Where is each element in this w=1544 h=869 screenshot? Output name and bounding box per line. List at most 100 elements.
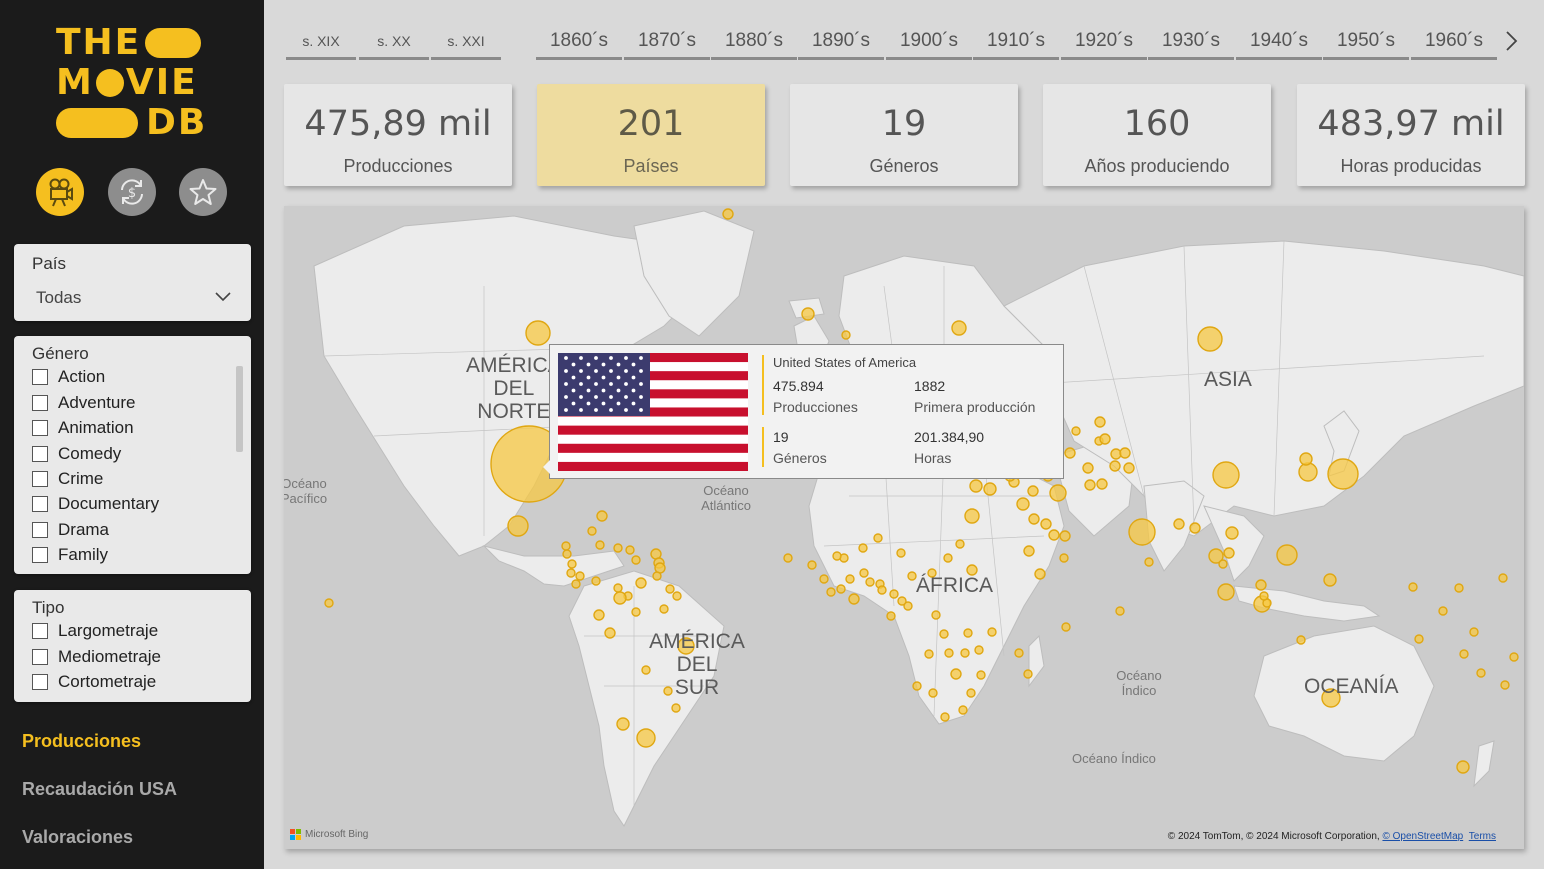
country-bubble[interactable] [613,583,623,593]
country-bubble[interactable] [595,540,605,550]
country-bubble[interactable] [801,307,815,321]
country-bubble[interactable] [966,688,976,698]
country-bubble[interactable] [819,574,829,584]
star-icon[interactable] [179,168,227,216]
checkbox[interactable] [32,446,48,462]
country-bubble[interactable] [1298,462,1318,482]
country-bubble[interactable] [1071,426,1081,436]
country-bubble[interactable] [659,604,669,614]
country-bubble[interactable] [927,568,937,578]
terms-link[interactable]: Terms [1468,831,1496,842]
country-bubble[interactable] [1217,583,1235,601]
country-bubble[interactable] [1327,458,1359,490]
kpi-card-productions[interactable]: 475,89 mil Producciones [284,84,512,186]
country-dropdown[interactable]: Todas [36,288,82,307]
country-bubble[interactable] [983,482,997,496]
checkbox[interactable] [32,674,48,690]
country-bubble[interactable] [593,609,605,621]
country-bubble[interactable] [1144,557,1154,567]
chevron-down-icon[interactable] [215,288,231,304]
country-bubble[interactable] [924,649,934,659]
country-bubble[interactable] [1189,522,1201,534]
checkbox[interactable] [32,649,48,665]
type-option-feature[interactable]: Largometraje [32,620,158,642]
decade-button[interactable]: 1910´s [973,26,1059,60]
country-bubble[interactable] [561,541,571,551]
country-bubble[interactable] [1498,573,1508,583]
dollar-refresh-icon[interactable]: $ [108,168,156,216]
country-bubble[interactable] [877,585,887,595]
decade-button[interactable]: 1940´s [1236,26,1322,60]
checkbox[interactable] [32,522,48,538]
type-option-short[interactable]: Cortometraje [32,671,156,693]
checkbox[interactable] [32,496,48,512]
country-bubble[interactable] [1321,688,1341,708]
country-bubble[interactable] [1459,649,1469,659]
country-bubble[interactable] [507,515,529,537]
country-bubble[interactable] [1082,462,1094,474]
country-bubble[interactable] [897,596,907,606]
country-bubble[interactable] [672,591,682,601]
country-bubble[interactable] [567,559,577,569]
country-bubble[interactable] [1061,622,1071,632]
country-bubble[interactable] [826,587,836,597]
country-bubble[interactable] [966,564,978,576]
country-bubble[interactable] [950,668,962,680]
country-bubble[interactable] [1023,669,1033,679]
century-button[interactable]: s. XX [359,26,429,60]
country-bubble[interactable] [1223,547,1235,559]
country-bubble[interactable] [1438,606,1448,616]
country-bubble[interactable] [960,648,970,658]
page-link-recaudacion[interactable]: Recaudación USA [22,779,178,799]
country-bubble[interactable] [1414,634,1424,644]
country-bubble[interactable] [1208,548,1224,564]
country-bubble[interactable] [1323,573,1337,587]
country-bubble[interactable] [1476,668,1486,678]
movie-camera-icon[interactable] [36,168,84,216]
country-bubble[interactable] [931,610,941,620]
country-bubble[interactable] [889,589,899,599]
genre-option-drama[interactable]: Drama [32,519,109,541]
country-bubble[interactable] [1016,497,1030,511]
country-bubble[interactable] [631,607,641,617]
country-bubble[interactable] [625,545,635,555]
country-bubble[interactable] [641,665,651,675]
checkbox[interactable] [32,471,48,487]
country-bubble[interactable] [1123,462,1135,474]
country-bubble[interactable] [1084,479,1096,491]
country-bubble[interactable] [845,574,855,584]
decade-button[interactable]: 1880´s [711,26,797,60]
country-bubble[interactable] [1197,326,1223,352]
country-bubble[interactable] [525,320,551,346]
country-bubble[interactable] [1059,553,1069,563]
country-bubble[interactable] [562,549,572,559]
genre-option-family[interactable]: Family [32,544,108,566]
kpi-card-countries[interactable]: 201 Países [537,84,765,186]
page-link-producciones[interactable]: Producciones [22,731,142,751]
chevron-right-icon[interactable] [1502,30,1520,52]
country-bubble[interactable] [943,553,953,563]
country-bubble[interactable] [1509,652,1519,662]
country-bubble[interactable] [1454,583,1464,593]
country-bubble[interactable] [907,571,917,581]
country-bubble[interactable] [566,568,576,578]
country-bubble[interactable] [1218,559,1228,569]
checkbox[interactable] [32,369,48,385]
country-bubble[interactable] [1059,530,1071,542]
country-bubble[interactable] [575,571,585,581]
country-bubble[interactable] [596,510,608,522]
checkbox[interactable] [32,395,48,411]
country-bubble[interactable] [1034,568,1046,580]
country-bubble[interactable] [987,627,997,637]
decade-button[interactable]: 1950´s [1323,26,1409,60]
checkbox[interactable] [32,420,48,436]
decade-button[interactable]: 1930´s [1148,26,1234,60]
country-bubble[interactable] [1173,518,1185,530]
country-bubble[interactable] [1225,526,1239,540]
country-bubble[interactable] [963,628,973,638]
country-bubble[interactable] [858,543,868,553]
country-bubble[interactable] [1296,635,1306,645]
world-map[interactable]: AMÉRICA DEL NORTE AMÉRICA DEL SUR ÁFRICA ASI… [284,206,1524,849]
country-bubble[interactable] [859,568,869,578]
country-bubble[interactable] [940,712,950,722]
